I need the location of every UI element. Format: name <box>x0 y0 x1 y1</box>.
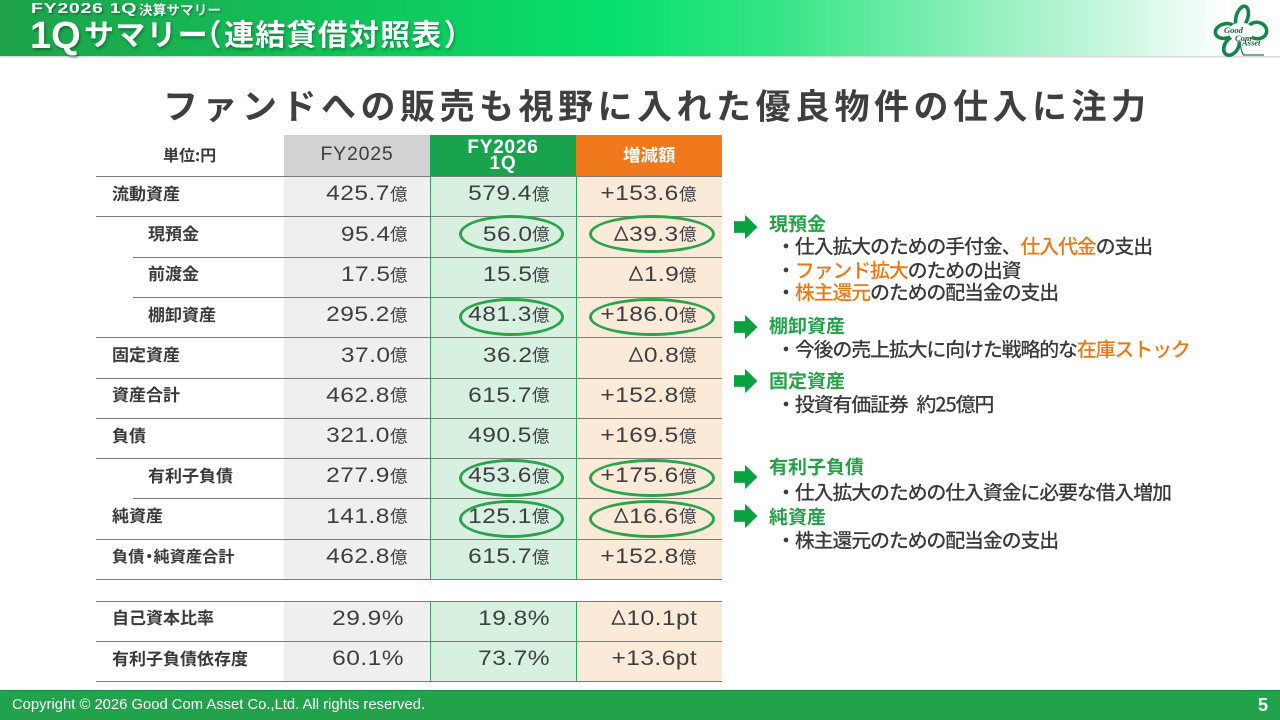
svg-text:Com: Com <box>1235 33 1252 43</box>
svg-text:Good: Good <box>1224 25 1244 35</box>
svg-text:Asset: Asset <box>1241 38 1261 48</box>
